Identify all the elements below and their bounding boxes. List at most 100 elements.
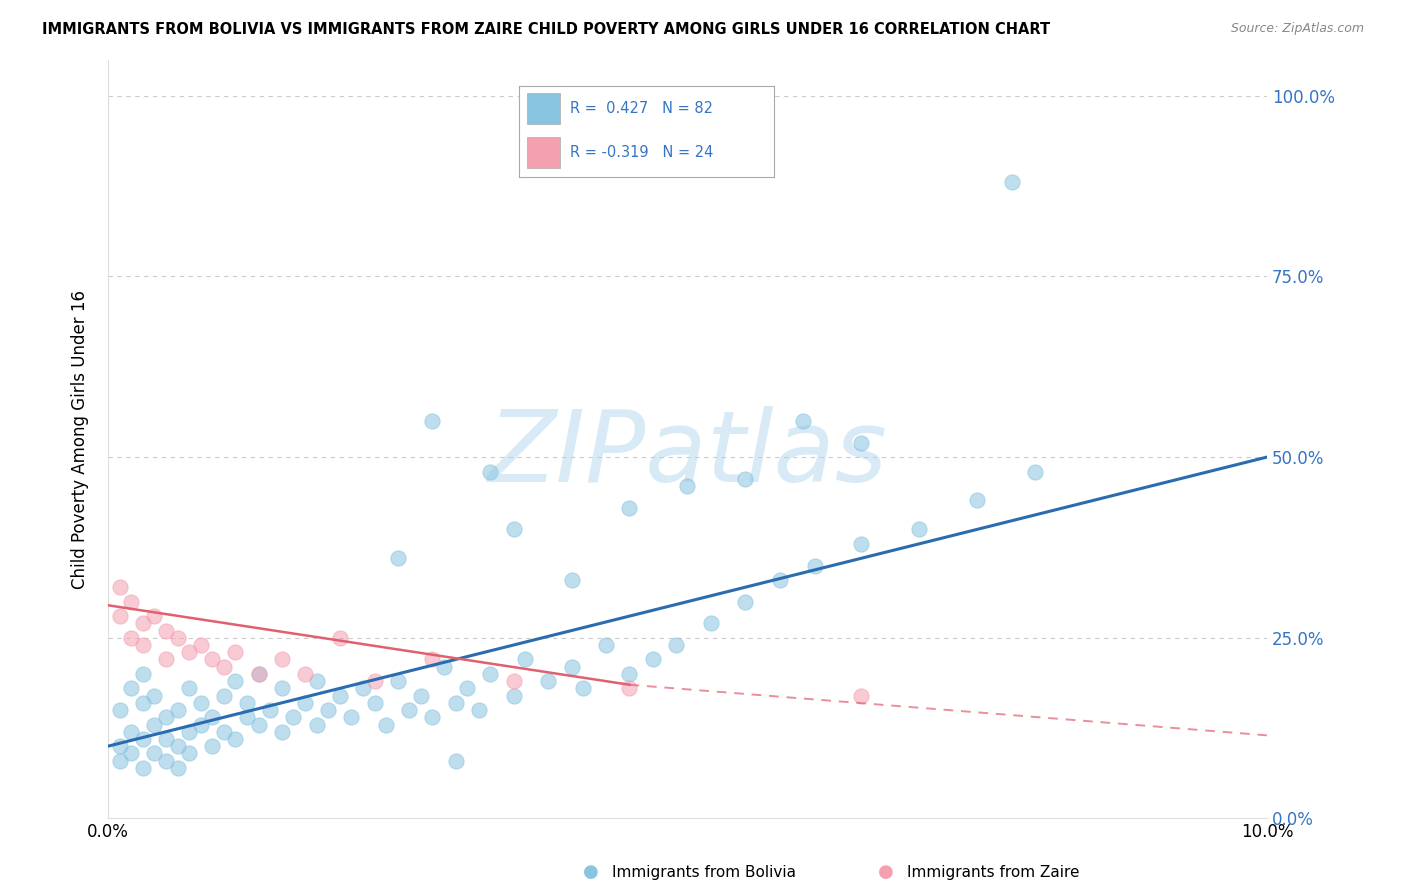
- Point: [595, 638, 617, 652]
- Point: [444, 754, 467, 768]
- Point: [224, 674, 246, 689]
- Point: [699, 616, 721, 631]
- Point: [352, 681, 374, 696]
- Point: [236, 696, 259, 710]
- Point: [572, 681, 595, 696]
- Point: [283, 710, 305, 724]
- Point: [143, 717, 166, 731]
- Point: [201, 710, 224, 724]
- Point: [851, 689, 873, 703]
- Point: [433, 659, 456, 673]
- Text: ZIPatlas: ZIPatlas: [488, 406, 887, 503]
- Point: [908, 522, 931, 536]
- Point: [1001, 176, 1024, 190]
- Point: [444, 696, 467, 710]
- Point: [665, 638, 688, 652]
- Point: [212, 659, 235, 673]
- Text: IMMIGRANTS FROM BOLIVIA VS IMMIGRANTS FROM ZAIRE CHILD POVERTY AMONG GIRLS UNDER: IMMIGRANTS FROM BOLIVIA VS IMMIGRANTS FR…: [42, 22, 1050, 37]
- Point: [422, 710, 444, 724]
- Point: [270, 724, 292, 739]
- Point: [179, 645, 201, 659]
- Point: [190, 638, 212, 652]
- Point: [132, 731, 155, 746]
- Point: [179, 747, 201, 761]
- Point: [247, 667, 270, 681]
- Point: [804, 558, 827, 573]
- Point: [734, 594, 756, 608]
- Point: [619, 500, 641, 515]
- Point: [224, 731, 246, 746]
- Point: [108, 580, 131, 594]
- Point: [212, 724, 235, 739]
- Point: [270, 681, 292, 696]
- Point: [120, 631, 142, 645]
- Point: [502, 689, 524, 703]
- Point: [212, 689, 235, 703]
- Point: [108, 739, 131, 754]
- Point: [676, 479, 699, 493]
- Point: [363, 696, 385, 710]
- Point: [619, 667, 641, 681]
- Point: [120, 681, 142, 696]
- Point: [851, 537, 873, 551]
- Point: [247, 717, 270, 731]
- Point: [851, 435, 873, 450]
- Text: Source: ZipAtlas.com: Source: ZipAtlas.com: [1230, 22, 1364, 36]
- Point: [108, 754, 131, 768]
- Point: [166, 761, 188, 775]
- Point: [236, 710, 259, 724]
- Point: [270, 652, 292, 666]
- Point: [422, 414, 444, 428]
- Point: [619, 681, 641, 696]
- Point: [143, 689, 166, 703]
- Point: [966, 493, 988, 508]
- Point: [398, 703, 420, 717]
- Point: [1024, 465, 1046, 479]
- Point: [108, 703, 131, 717]
- Point: [387, 551, 409, 566]
- Point: [155, 652, 177, 666]
- Point: [224, 645, 246, 659]
- Point: [734, 472, 756, 486]
- Point: [329, 631, 352, 645]
- Point: [132, 761, 155, 775]
- Y-axis label: Child Poverty Among Girls Under 16: Child Poverty Among Girls Under 16: [72, 290, 89, 589]
- Point: [179, 724, 201, 739]
- Point: [179, 681, 201, 696]
- Point: [502, 522, 524, 536]
- Point: [294, 696, 316, 710]
- Point: [456, 681, 478, 696]
- Point: [329, 689, 352, 703]
- Point: [120, 594, 142, 608]
- Point: [468, 703, 491, 717]
- Point: [155, 731, 177, 746]
- Point: [155, 754, 177, 768]
- Point: [190, 717, 212, 731]
- Point: [422, 652, 444, 666]
- Point: [132, 616, 155, 631]
- Point: [108, 609, 131, 624]
- Text: Immigrants from Zaire: Immigrants from Zaire: [907, 865, 1080, 880]
- Point: [132, 638, 155, 652]
- Point: [143, 609, 166, 624]
- Point: [769, 573, 792, 587]
- Text: ●: ●: [582, 863, 599, 881]
- Point: [155, 710, 177, 724]
- Point: [316, 703, 339, 717]
- Point: [155, 624, 177, 638]
- Point: [561, 659, 583, 673]
- Point: [166, 703, 188, 717]
- Text: ●: ●: [877, 863, 894, 881]
- Point: [479, 667, 502, 681]
- Point: [132, 696, 155, 710]
- Point: [375, 717, 398, 731]
- Point: [120, 747, 142, 761]
- Point: [387, 674, 409, 689]
- Point: [502, 674, 524, 689]
- Point: [166, 739, 188, 754]
- Text: Immigrants from Bolivia: Immigrants from Bolivia: [612, 865, 796, 880]
- Point: [190, 696, 212, 710]
- Point: [792, 414, 814, 428]
- Point: [561, 573, 583, 587]
- Point: [294, 667, 316, 681]
